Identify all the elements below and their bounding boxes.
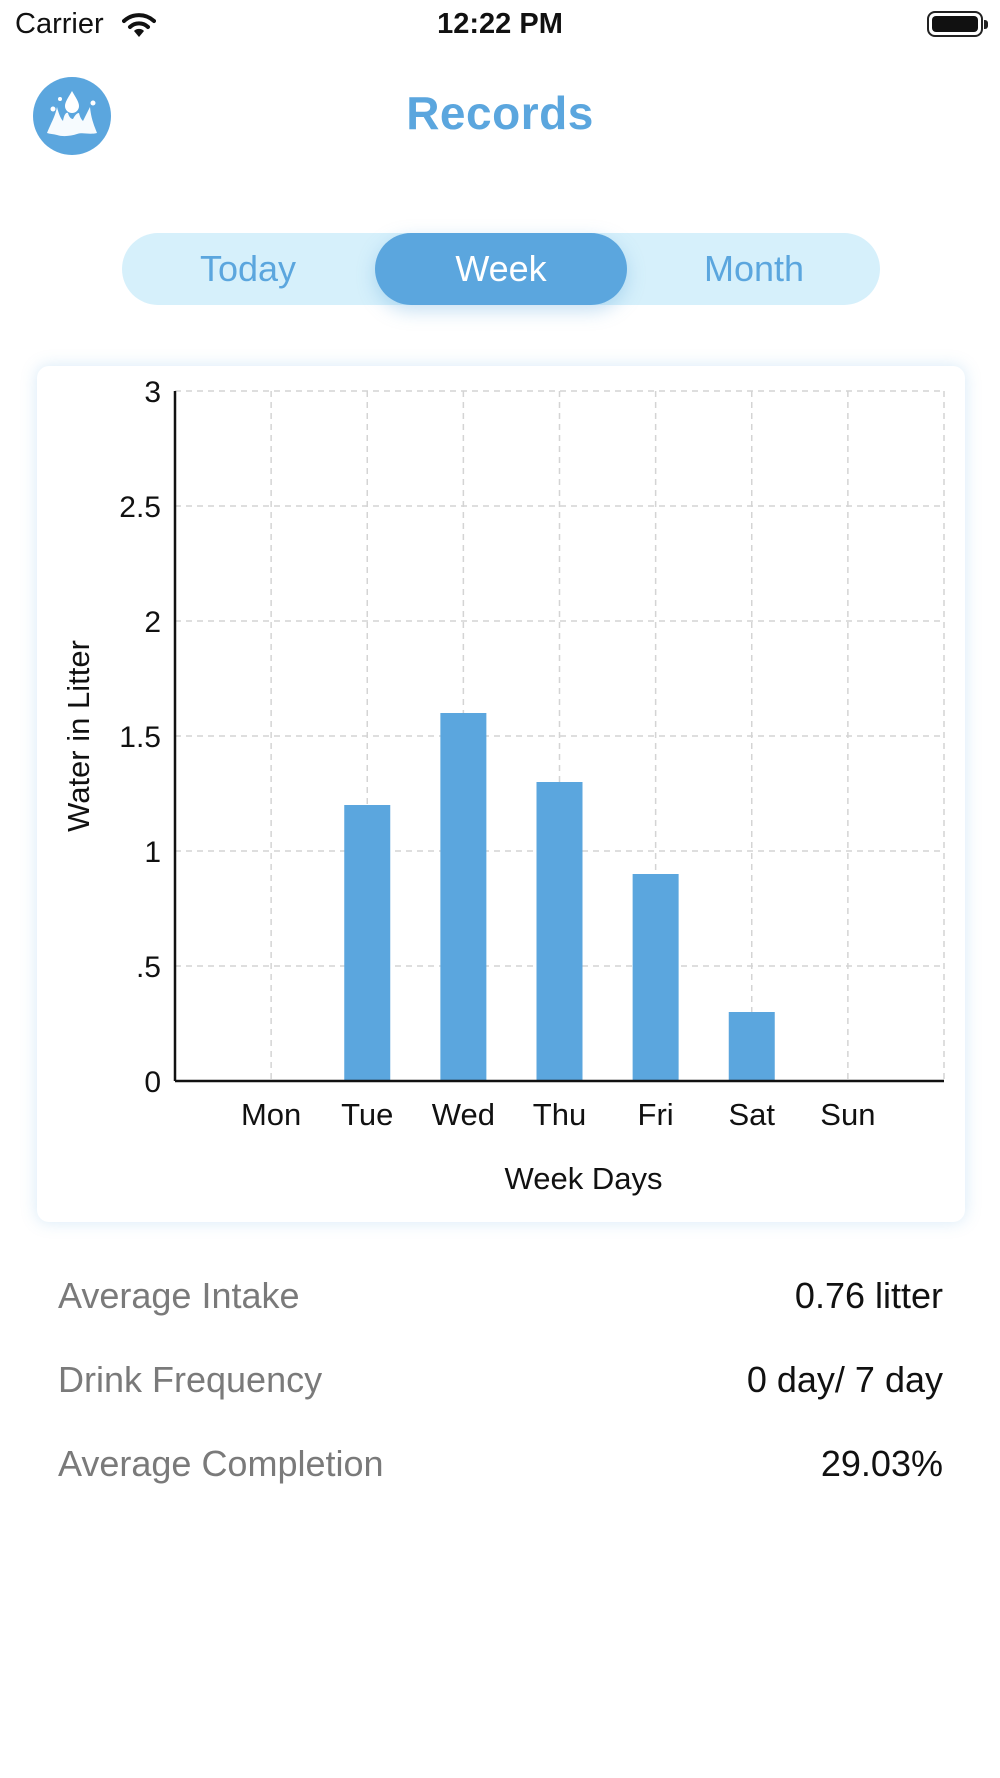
y-tick-label: 2 xyxy=(144,606,161,639)
bar-tue[interactable] xyxy=(344,805,391,1081)
y-tick-label: 1.5 xyxy=(119,721,161,754)
status-carrier: Carrier xyxy=(15,8,104,40)
y-tick-label: 3 xyxy=(144,376,161,409)
x-tick-label: Fri xyxy=(638,1097,674,1132)
average-intake-value: 0.76 litter xyxy=(794,1275,943,1316)
x-tick-label: Sun xyxy=(820,1097,875,1132)
y-axis-title: Water in Litter xyxy=(61,640,96,832)
x-tick-label: Sat xyxy=(728,1097,775,1132)
period-segmented-control: Today Month Week xyxy=(122,233,880,305)
bar-wed[interactable] xyxy=(440,713,487,1081)
segment-today[interactable]: Today xyxy=(199,248,297,289)
bar-fri[interactable] xyxy=(632,874,679,1081)
bar-sat[interactable] xyxy=(728,1012,775,1081)
x-tick-label: Mon xyxy=(241,1097,301,1132)
y-tick-label: 0 xyxy=(144,1066,161,1099)
status-time: 12:22 PM xyxy=(437,8,563,40)
average-completion-label: Average Completion xyxy=(58,1443,384,1484)
y-tick-label: .5 xyxy=(136,951,161,984)
average-completion-value: 29.03% xyxy=(820,1443,943,1484)
x-tick-label: Thu xyxy=(533,1097,586,1132)
y-tick-label: 2.5 xyxy=(119,491,161,524)
page-title: Records xyxy=(406,87,594,139)
water-splash-icon[interactable] xyxy=(33,77,111,155)
drink-frequency-value: 0 day/ 7 day xyxy=(746,1359,943,1400)
segment-week[interactable]: Week xyxy=(375,233,627,305)
average-intake-label: Average Intake xyxy=(58,1275,300,1316)
weekly-bar-chart: 0 .5 1 1.5 2 2.5 3 Mon Tue Wed Thu Fri Sat Sun Week Da… xyxy=(61,376,945,1196)
x-tick-label: Wed xyxy=(432,1097,495,1132)
y-tick-label: 1 xyxy=(144,836,161,869)
wifi-icon xyxy=(122,13,156,37)
drink-frequency-label: Drink Frequency xyxy=(58,1359,323,1400)
bar-thu[interactable] xyxy=(536,782,583,1081)
x-axis-title: Week Days xyxy=(505,1161,663,1196)
x-tick-label: Tue xyxy=(341,1097,393,1132)
chart-card: 0 .5 1 1.5 2 2.5 3 Mon Tue Wed Thu Fri Sat Sun Week Da… xyxy=(37,366,965,1222)
battery-icon xyxy=(927,11,988,37)
segment-month[interactable]: Month xyxy=(703,248,805,289)
